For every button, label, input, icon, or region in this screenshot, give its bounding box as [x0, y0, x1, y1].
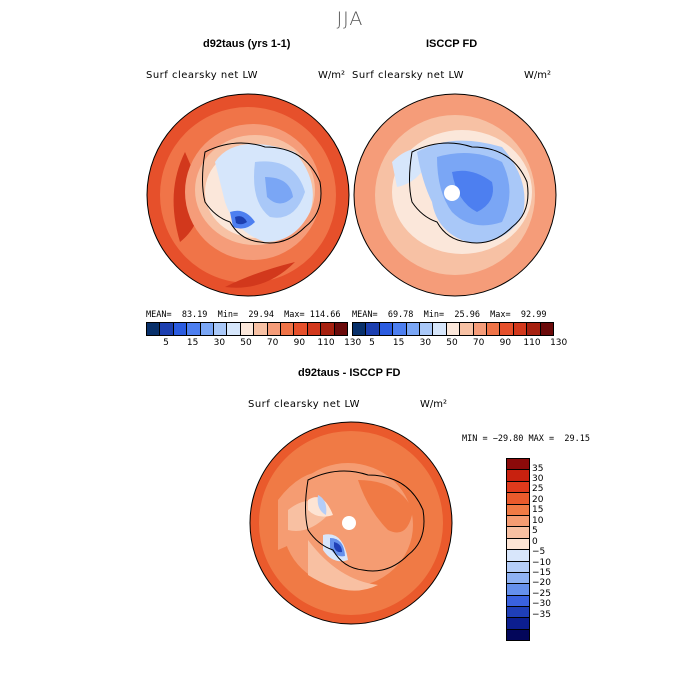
diff-variable: Surf clearsky net LW [248, 399, 361, 410]
colorbar-tick-label: 110 [523, 338, 541, 348]
colorbar-swatch [507, 584, 529, 596]
diff-title: d92taus - ISCCP FD [298, 367, 401, 379]
colorbar-swatch [507, 561, 529, 573]
colorbar-tick-label: 130 [344, 338, 362, 348]
colorbar-swatch [507, 493, 529, 505]
colorbar-swatch [507, 538, 529, 551]
colorbar-swatch [366, 323, 380, 335]
colorbar-swatch [294, 323, 308, 335]
colorbar-tick-label: 70 [472, 338, 485, 348]
panel-1-stats: MEAN= 83.19 Min= 29.94 Max= 114.66 [146, 310, 341, 320]
colorbar-swatch [200, 323, 215, 335]
colorbar-tick-label: 10 [532, 515, 544, 526]
colorbar-swatch [321, 323, 335, 335]
colorbar-swatch [507, 527, 529, 539]
colorbar-tick-label: −35 [532, 609, 551, 620]
colorbar-swatch [267, 323, 282, 335]
colorbar-swatch [406, 323, 421, 335]
colorbar-tick-label: 35 [532, 463, 544, 474]
colorbar-swatch [307, 323, 322, 335]
diff-units: W/m² [420, 399, 448, 410]
colorbar-swatch [173, 323, 188, 335]
colorbar-swatch [507, 595, 529, 608]
colorbar-tick-label: 25 [532, 484, 544, 495]
colorbar-swatch [507, 550, 529, 562]
colorbar-tick-label: 15 [186, 338, 199, 348]
colorbar-swatch [214, 323, 228, 335]
colorbar-model [146, 322, 348, 336]
colorbar-swatch [513, 323, 528, 335]
map-isccp [353, 93, 557, 297]
colorbar-swatch [507, 618, 529, 630]
colorbar-isccp [352, 322, 554, 336]
colorbar-swatch [473, 323, 488, 335]
colorbar-tick-label: 5 [369, 338, 375, 348]
colorbar-tick-label: 0 [532, 536, 538, 547]
panel-2-stats: MEAN= 69.78 Min= 25.96 Max= 92.99 [352, 310, 547, 320]
colorbar-tick-label: 5 [532, 526, 538, 537]
map-difference [249, 421, 453, 625]
colorbar-swatch [527, 323, 541, 335]
colorbar-tick-label: 50 [446, 338, 458, 348]
colorbar-tick-label: 70 [266, 338, 279, 348]
colorbar-tick-label: 30 [532, 473, 544, 484]
colorbar-isccp-ticks: 5 15 30 50 70 90 110 130 [352, 338, 567, 350]
panel-2-units: W/m² [524, 70, 552, 81]
colorbar-tick-label: 130 [550, 338, 568, 348]
colorbar-tick-label: 30 [419, 338, 432, 348]
colorbar-difference-ticks: 35 30 25 20 15 10 5 0 −5 −10 −15 −20 −25 −30 −35 [530, 458, 560, 626]
colorbar-swatch [240, 323, 255, 335]
colorbar-swatch [187, 323, 201, 335]
colorbar-swatch [507, 481, 529, 494]
colorbar-tick-label: 5 [163, 338, 169, 348]
colorbar-swatch [507, 607, 529, 619]
panel-1-title: d92taus (yrs 1-1) [203, 38, 291, 50]
panel-1-variable: Surf clearsky net LW [146, 70, 259, 81]
colorbar-model-ticks: 5 15 30 50 70 90 110 130 [146, 338, 361, 350]
colorbar-swatch [507, 629, 529, 641]
colorbar-swatch [487, 323, 501, 335]
colorbar-swatch [446, 323, 461, 335]
colorbar-swatch [334, 323, 348, 335]
colorbar-tick-label: 15 [532, 505, 544, 516]
panel-2-title: ISCCP FD [426, 38, 478, 50]
colorbar-swatch [281, 323, 295, 335]
colorbar-tick-label: 90 [499, 338, 512, 348]
colorbar-swatch [433, 323, 447, 335]
colorbar-tick-label: 110 [317, 338, 335, 348]
colorbar-swatch [147, 323, 161, 335]
colorbar-tick-label: 50 [240, 338, 252, 348]
colorbar-tick-label: −30 [532, 599, 551, 610]
colorbar-swatch [507, 572, 529, 585]
colorbar-tick-label: −5 [532, 547, 546, 558]
map-model [146, 93, 350, 297]
colorbar-swatch [540, 323, 554, 335]
diff-stats: MIN = −29.80 MAX = 29.15 [462, 434, 590, 444]
panel-1-units: W/m² [318, 70, 346, 81]
colorbar-swatch [500, 323, 514, 335]
colorbar-swatch [353, 323, 367, 335]
colorbar-tick-label: 20 [532, 494, 544, 505]
colorbar-tick-label: 15 [392, 338, 405, 348]
panel-2-variable: Surf clearsky net LW [352, 70, 465, 81]
colorbar-tick-label: −25 [532, 588, 551, 599]
colorbar-swatch [420, 323, 434, 335]
colorbar-difference [506, 458, 530, 642]
colorbar-swatch [227, 323, 241, 335]
season-title: JJA [336, 8, 364, 30]
colorbar-swatch [507, 470, 529, 482]
colorbar-swatch [507, 515, 529, 528]
colorbar-swatch [393, 323, 407, 335]
colorbar-swatch [379, 323, 394, 335]
colorbar-tick-label: −20 [532, 578, 551, 589]
colorbar-tick-label: −10 [532, 557, 551, 568]
colorbar-swatch [160, 323, 174, 335]
colorbar-tick-label: −15 [532, 568, 551, 578]
colorbar-swatch [507, 459, 529, 471]
colorbar-tick-label: 90 [293, 338, 306, 348]
colorbar-swatch [507, 504, 529, 516]
colorbar-swatch [460, 323, 474, 335]
colorbar-swatch [254, 323, 268, 335]
colorbar-tick-label: 30 [213, 338, 226, 348]
